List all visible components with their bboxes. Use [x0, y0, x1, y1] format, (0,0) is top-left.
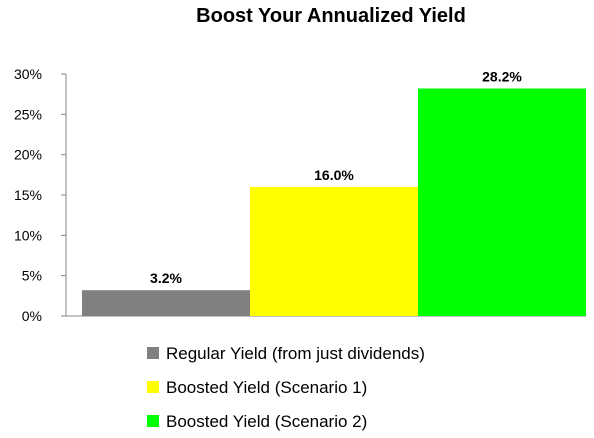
y-tick-label: 20% [14, 147, 42, 163]
chart-title: Boost Your Annualized Yield [196, 5, 466, 27]
legend-swatch [147, 415, 159, 427]
legend-label: Boosted Yield (Scenario 1) [166, 378, 367, 397]
bar-data-label: 28.2% [482, 69, 522, 85]
bar [82, 290, 250, 316]
y-tick-label: 15% [14, 187, 42, 203]
bar-data-label: 3.2% [150, 270, 182, 286]
legend: Regular Yield (from just dividends) Boost… [147, 344, 425, 431]
legend-swatch [147, 347, 159, 359]
y-tick-label: 5% [22, 268, 42, 284]
bar [418, 88, 586, 317]
y-tick-label: 25% [14, 106, 42, 122]
y-tick-label: 0% [22, 308, 42, 324]
legend-label: Boosted Yield (Scenario 2) [166, 412, 367, 431]
y-tick-label: 10% [14, 227, 42, 243]
legend-label: Regular Yield (from just dividends) [166, 344, 425, 363]
bar-data-label: 16.0% [314, 167, 354, 183]
y-tick-label: 30% [14, 66, 42, 82]
legend-swatch [147, 381, 159, 393]
bar [250, 186, 418, 316]
bars [82, 88, 586, 317]
data-labels: 3.2% 16.0% 28.2% [150, 69, 522, 287]
